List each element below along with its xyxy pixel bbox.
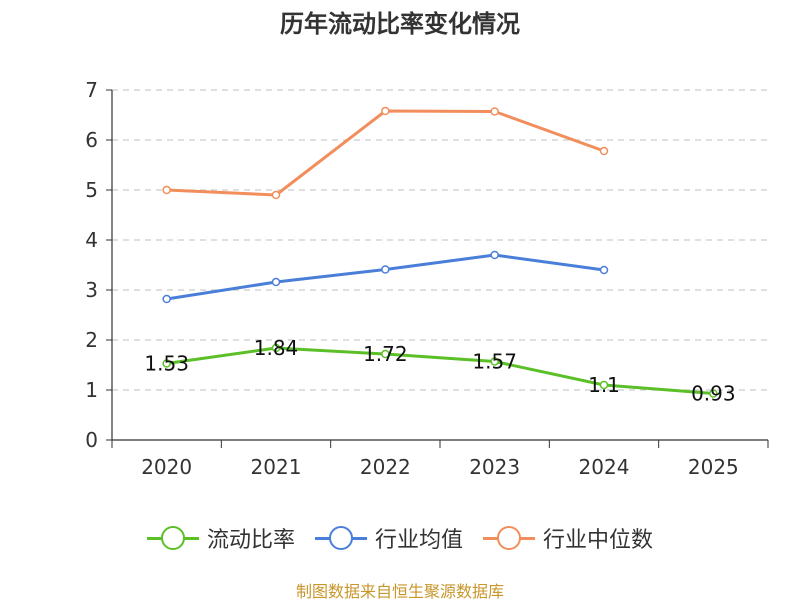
legend-label: 行业均值	[374, 528, 463, 553]
data-point	[381, 265, 390, 274]
x-tick-label: 2025	[688, 455, 739, 479]
y-tick-label: 7	[85, 78, 98, 102]
data-point	[709, 389, 718, 398]
series-line	[166, 346, 714, 395]
legend-item-current-ratio[interactable]: 流动比率	[146, 522, 295, 554]
y-tick-label: 2	[85, 328, 98, 352]
legend-marker-current-ratio	[146, 525, 199, 551]
y-tick-label: 4	[85, 228, 98, 252]
legend-marker-industry-mean	[314, 525, 367, 551]
data-point	[490, 107, 499, 116]
legend: 流动比率 行业均值 行业中位数	[0, 522, 800, 554]
data-point	[381, 106, 390, 116]
legend-label: 行业中位数	[543, 528, 654, 553]
data-point	[271, 277, 281, 287]
x-tick-label: 2021	[251, 455, 302, 479]
data-point	[599, 380, 609, 390]
data-point	[162, 359, 171, 368]
legend-item-industry-mean[interactable]: 行业均值	[314, 522, 463, 554]
legend-label: 流动比率	[206, 528, 295, 553]
data-label: 1.1	[588, 373, 620, 397]
x-tick-label: 2022	[360, 455, 411, 479]
data-label: 1.84	[254, 336, 299, 360]
y-tick-label: 1	[85, 378, 98, 402]
x-tick-label: 2020	[141, 455, 192, 479]
y-tick-label: 3	[85, 278, 98, 302]
data-label: 1.72	[363, 342, 408, 366]
y-tick-label: 6	[85, 128, 98, 152]
y-tick-label: 5	[85, 178, 98, 202]
legend-marker-industry-median	[483, 525, 535, 551]
series-line	[166, 253, 605, 301]
data-point	[381, 349, 390, 359]
data-point	[162, 185, 171, 195]
data-label: 0.93	[691, 382, 736, 406]
source-note: 制图数据来自恒生聚源数据库	[295, 582, 504, 601]
data-point	[162, 294, 171, 304]
x-tick-label: 2023	[469, 455, 520, 479]
chart-title: 历年流动比率变化情况	[280, 10, 520, 38]
data-point	[599, 146, 609, 156]
data-point	[490, 250, 499, 260]
data-label: 1.53	[144, 352, 189, 376]
data-label: 1.57	[472, 350, 517, 374]
data-point	[271, 190, 281, 200]
data-point	[490, 357, 499, 366]
legend-item-industry-median[interactable]: 行业中位数	[483, 522, 653, 554]
y-tick-label: 0	[85, 428, 98, 452]
data-point	[599, 265, 609, 275]
series-line	[166, 109, 605, 197]
x-tick-label: 2024	[579, 455, 630, 479]
data-point	[271, 343, 281, 353]
